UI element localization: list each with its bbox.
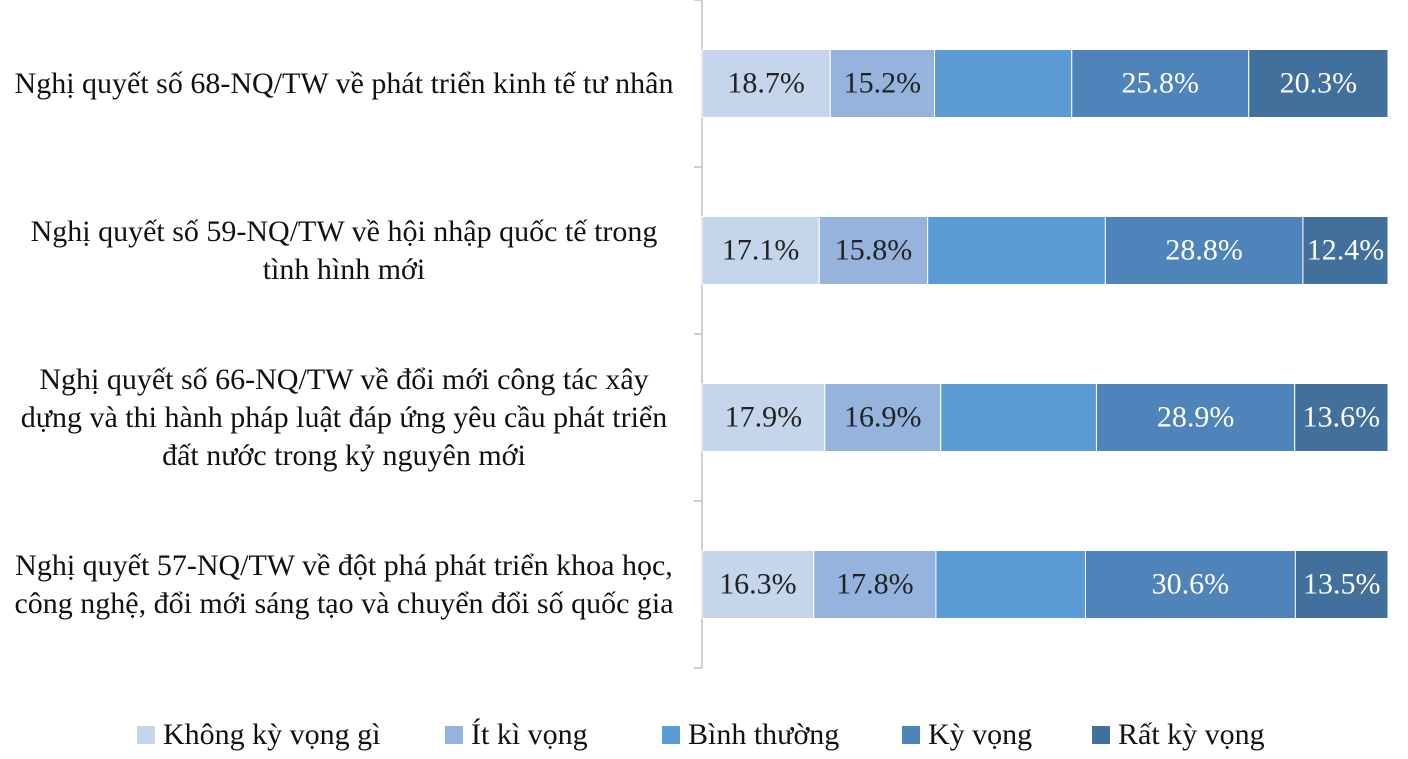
value-label: 17.8% <box>836 567 914 600</box>
bar-segment <box>1084 550 1296 619</box>
bar-segment <box>1294 550 1389 619</box>
category-label: Nghị quyết số 68-NQ/TW về phát triển kin… <box>14 66 674 100</box>
bar-segment <box>701 49 831 118</box>
bar-segment <box>934 49 1073 118</box>
legend-label: Kỳ vọng <box>928 718 1032 751</box>
category-label: Nghị quyết số 59-NQ/TW về hội nhập quốc … <box>30 214 658 286</box>
bar-segment <box>1248 49 1389 118</box>
bar-segment <box>813 550 937 619</box>
legend-label: Rất kỳ vọng <box>1118 718 1265 751</box>
legend-swatch <box>662 726 680 744</box>
bar-segment <box>829 49 936 118</box>
bar-segment <box>824 383 942 452</box>
bar-segment <box>701 383 826 452</box>
legend-label: Ít kì vọng <box>471 718 588 751</box>
value-label: 25.8% <box>1121 66 1199 99</box>
bar-segment <box>1071 49 1250 118</box>
bar-segment <box>1294 383 1389 452</box>
value-label: 13.6% <box>1303 400 1381 433</box>
legend-swatch <box>445 726 463 744</box>
value-label: 16.9% <box>844 400 922 433</box>
value-label: 20.3% <box>1280 66 1358 99</box>
value-label: 28.9% <box>1157 400 1235 433</box>
legend-label: Bình thường <box>688 718 839 751</box>
bar-segment <box>935 550 1086 619</box>
value-label: 13.5% <box>1303 567 1381 600</box>
value-label: 12.4% <box>1307 233 1385 266</box>
bar-segment <box>927 216 1106 285</box>
bar-segment <box>1104 216 1304 285</box>
legend-swatch <box>902 726 920 744</box>
value-label: 17.1% <box>722 233 800 266</box>
value-label: 15.8% <box>835 233 913 266</box>
category-label: Nghị quyết 57-NQ/TW về đột phá phát triể… <box>14 548 674 620</box>
value-label: 28.8% <box>1165 233 1243 266</box>
category-label: Nghị quyết số 66-NQ/TW về đổi mới công t… <box>20 362 668 472</box>
legend-swatch <box>1092 726 1110 744</box>
bar-segment <box>940 383 1097 452</box>
bar-segment <box>1302 216 1389 285</box>
value-label: 18.7% <box>727 66 805 99</box>
value-label: 15.2% <box>844 66 922 99</box>
value-label: 16.3% <box>719 567 797 600</box>
legend-swatch <box>137 726 155 744</box>
value-label: 17.9% <box>725 400 803 433</box>
value-label: 30.6% <box>1152 567 1230 600</box>
legend-label: Không kỳ vọng gì <box>163 718 381 751</box>
bar-segment <box>701 216 820 285</box>
